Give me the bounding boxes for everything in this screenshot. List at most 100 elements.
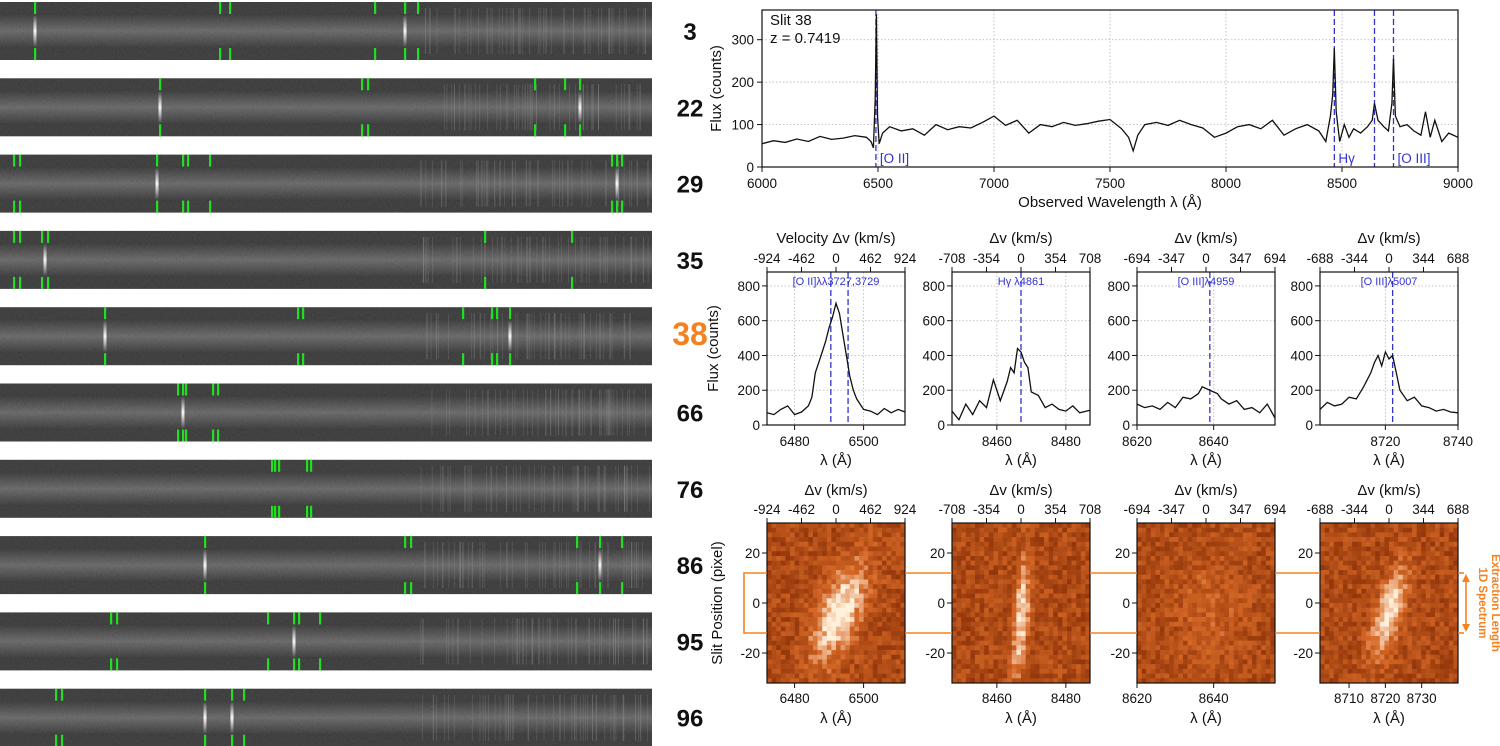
heatmap-cell [1150,631,1156,637]
emission-line [615,167,619,200]
heatmap-cell [1352,551,1358,557]
heatmap-cell [1252,617,1257,623]
heatmap-cell [808,541,814,547]
heatmap-cell [822,650,828,656]
heatmap-cell [998,654,1003,660]
heatmap-cell [1062,541,1068,547]
heatmap-cell [1039,523,1045,529]
heatmap-cell [1187,626,1193,632]
heatmap-cell [854,654,860,660]
heatmap-cell [813,631,818,637]
heatmap-cell [1048,617,1054,623]
flux-line [951,347,1091,422]
heatmap-cell [988,621,994,627]
heatmap-cell [771,541,777,547]
heatmap-cell [1062,626,1068,632]
heatmap-cell [831,659,837,665]
heatmap-cell [826,584,832,590]
heatmap-cell [1379,574,1385,580]
marker-bottom [219,48,222,60]
heatmap-cell [1201,626,1207,632]
heatmap-cell [868,617,874,623]
heatmap-cell [1048,523,1054,529]
heatmap-cell [1183,537,1188,543]
heatmap-cell [1261,546,1267,552]
marker-bottom [621,200,624,213]
heatmap-cell [1155,546,1161,552]
top-tick-label: -347 [1158,502,1185,517]
heatmap-cell [891,527,897,533]
heatmap-cell [961,635,967,641]
heatmap-cell [1324,621,1330,627]
heatmap-cell [1261,631,1267,637]
heatmap-cell [993,631,999,637]
heatmap-cell [1196,673,1202,679]
heatmap-cell [854,546,860,552]
heatmap-cell [993,551,999,557]
heatmap-cell [1402,626,1408,632]
heatmap-cell [1080,678,1086,684]
heatmap-cell [1229,593,1234,599]
heatmap-cell [1146,527,1152,533]
heatmap-cell [1076,546,1082,552]
heatmap-cell [845,640,851,646]
heatmap-cell [998,673,1003,679]
heatmap-cell [1265,626,1271,632]
heatmap-cell [872,621,878,627]
heatmap-cell [1192,607,1198,613]
heatmap-cell [854,621,860,627]
heatmap-cell [1034,541,1040,547]
emission-line-label: [O III] [1398,151,1431,166]
heatmap-cell [1219,640,1225,646]
top-tick-label: 347 [1229,251,1252,266]
heatmap-cell [1021,668,1026,674]
heatmap-cell [849,527,855,533]
heatmap-cell [1080,537,1086,543]
heatmap-cell [1416,654,1422,660]
heatmap-cell [1039,640,1045,646]
heatmap-cell [975,621,980,627]
heatmap-cell [1416,664,1422,670]
heatmap-cell [1201,588,1207,594]
marker-bottom [564,124,567,137]
heatmap-cell [1007,523,1013,529]
heatmap-cell [1384,640,1390,646]
heatmap-cell [988,527,994,533]
heatmap-cell [1366,551,1371,557]
heatmap-cell [1356,579,1362,585]
heatmap-cell [836,523,841,529]
heatmap-cell [1150,635,1156,641]
heatmap-cell [1206,537,1211,543]
heatmap-cell [1333,654,1339,660]
heatmap-cell [1320,598,1325,604]
heatmap-cell [854,541,860,547]
heatmap-cell [1183,551,1188,557]
heatmap-cell [961,607,967,613]
heatmap-cell [1011,523,1017,529]
heatmap-cell [808,640,814,646]
heatmap-cell [1053,678,1059,684]
heatmap-cell [1053,654,1059,660]
heatmap-cell [822,668,828,674]
heatmap-cell [1398,650,1404,656]
heatmap-cell [1021,617,1026,623]
heatmap-cell [1247,551,1253,557]
heatmap-cell [882,631,887,637]
heatmap-cell [1389,560,1394,566]
heatmap-cell [1233,598,1239,604]
heatmap-cell [1141,678,1147,684]
heatmap-cell [1080,551,1086,557]
heatmap-cell [1034,654,1040,660]
heatmap-cell [868,555,874,561]
heatmap-cell [1393,541,1399,547]
slit-label: 95 [677,629,704,656]
heatmap-cell [794,584,800,590]
heatmap-cell [1057,541,1063,547]
heatmap-cell [1238,527,1244,533]
marker-bottom [306,505,309,518]
heatmap-cell [1329,654,1335,660]
heatmap-cell [1320,617,1325,623]
heatmap-cell [813,621,818,627]
heatmap-cell [1233,537,1239,543]
top-tick-label: 694 [1264,251,1287,266]
